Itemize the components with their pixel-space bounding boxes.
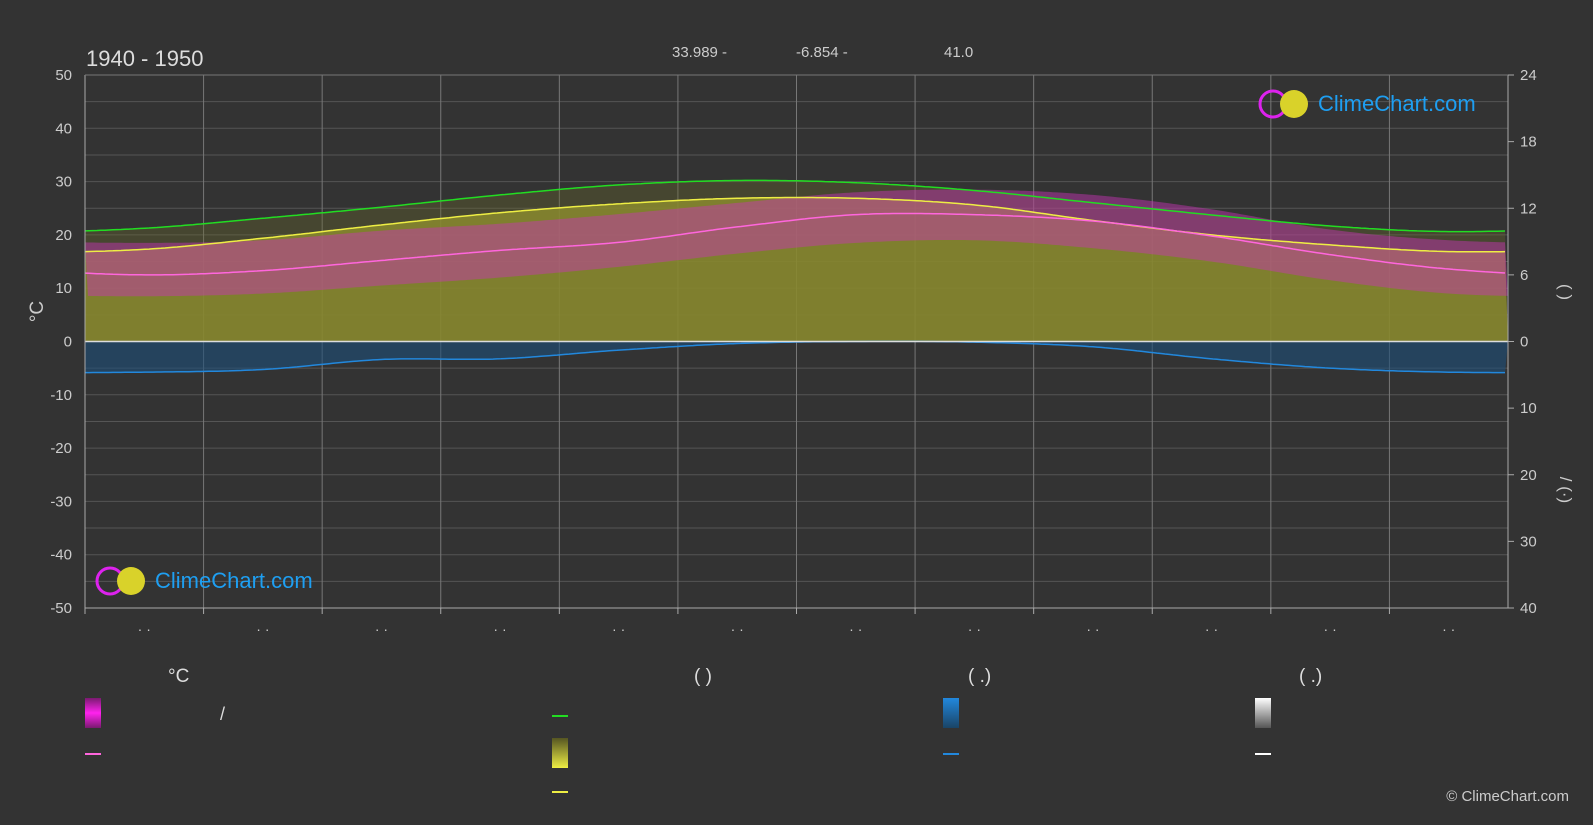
logo-bottom[interactable]: ClimeChart.com — [95, 565, 313, 597]
x-tick-label: · · — [1205, 621, 1218, 637]
x-tick-label: · · — [375, 621, 388, 637]
y-right-bottom-tick-label: 20 — [1520, 467, 1537, 484]
avg-temp-line — [84, 212, 1506, 276]
legend-daylight-heading: ( ) — [694, 666, 712, 687]
period-title: 1940 - 1950 — [86, 46, 204, 71]
y-left-tick-label: 10 — [55, 280, 72, 297]
y-right-top-tick-label: 12 — [1520, 200, 1537, 217]
legend-avg-temp-line — [85, 753, 101, 755]
y-left-tick-label: 0 — [64, 334, 72, 351]
y-left-tick-label: -50 — [50, 600, 72, 617]
legend-snow-swatch — [1255, 698, 1271, 728]
daylight-line — [84, 179, 1506, 233]
x-tick-label: · · — [1324, 621, 1337, 637]
x-tick-label: · · — [256, 621, 269, 637]
y-right-bottom-axis-label: / (·) — [1556, 477, 1575, 503]
legend-sunshine-line — [552, 791, 568, 793]
x-tick-label: · · — [968, 621, 981, 637]
x-tick-label: · · — [1086, 621, 1099, 637]
legend-range-label: / — [220, 704, 226, 724]
x-tick-label: · · — [1442, 621, 1455, 637]
y-right-bottom-tick-label: 30 — [1520, 533, 1537, 550]
x-tick-label: · · — [612, 621, 625, 637]
y-right-bottom-tick-label: 10 — [1520, 400, 1537, 417]
temp-range-area — [85, 189, 1508, 297]
y-right-top-tick-label: 18 — [1520, 134, 1537, 151]
legend-temperature-heading: °C — [168, 666, 190, 687]
legend-rain-line — [943, 753, 959, 755]
y-left-tick-label: 40 — [55, 120, 72, 137]
lines — [84, 179, 1508, 374]
daylight-area — [85, 180, 1508, 342]
legend-daylight-line — [552, 715, 568, 717]
y-left-tick-label: 50 — [55, 67, 72, 84]
logo-text: ClimeChart.com — [1318, 91, 1476, 116]
longitude-label: -6.854 - — [796, 44, 848, 61]
rain-area — [85, 341, 1508, 373]
y-right-top-tick-label: 6 — [1520, 267, 1528, 284]
legend-sunshine-swatch — [552, 738, 568, 768]
y-left-tick-label: -30 — [50, 493, 72, 510]
y-left-tick-label: -20 — [50, 440, 72, 457]
y-right-bottom-tick-label: 40 — [1520, 600, 1537, 617]
y-left-tick-label: -10 — [50, 387, 72, 404]
elevation-label: 41.0 — [944, 44, 974, 61]
x-tick-label: · · — [731, 621, 744, 637]
areas — [85, 180, 1508, 373]
x-tick-label: · · — [849, 621, 862, 637]
legend-temp-range-swatch — [85, 698, 101, 728]
logo-top[interactable]: ClimeChart.com — [1258, 88, 1476, 120]
legend-rain-swatch — [943, 698, 959, 728]
y-left-tick-label: -40 — [50, 547, 72, 564]
sunshine-line — [84, 196, 1506, 253]
legend-snow-line — [1255, 753, 1271, 755]
y-right-top-tick-label: 0 — [1520, 334, 1528, 351]
legend-snow-heading: ( .) — [1299, 666, 1323, 687]
x-tick-label: · · — [138, 621, 151, 637]
copyright: © ClimeChart.com — [1446, 788, 1569, 805]
logo-text: ClimeChart.com — [155, 568, 313, 593]
legend-rain-heading: ( .) — [968, 666, 992, 687]
sunshine-area — [85, 197, 1508, 342]
y-right-top-axis-label: ( ) — [1556, 284, 1575, 300]
y-left-tick-label: 20 — [55, 227, 72, 244]
x-tick-label: · · — [493, 621, 506, 637]
logo-icon — [1258, 89, 1308, 119]
latitude-label: 33.989 - — [672, 44, 728, 61]
axes: 50 40 30 20 10 0 -10 -20 -30 -40 -50 °C 24 18 12 6 0 10 20… — [27, 67, 1575, 637]
y-right-top-tick-label: 24 — [1520, 67, 1537, 84]
y-left-tick-label: 30 — [55, 174, 72, 191]
logo-icon — [95, 566, 145, 596]
y-left-axis-label: °C — [27, 301, 48, 322]
